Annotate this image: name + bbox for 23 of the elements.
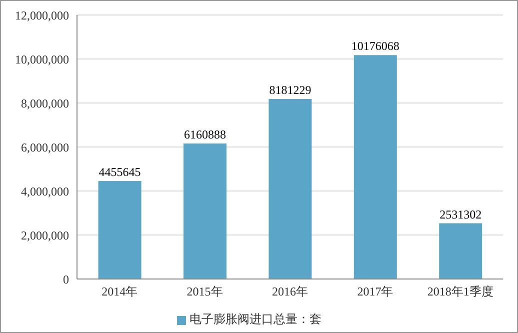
y-tick-label: 12,000,000 <box>15 8 69 22</box>
y-tick-label: 0 <box>63 272 69 286</box>
y-tick-label: 10,000,000 <box>15 52 69 66</box>
legend-label: 电子膨胀阀进口总量：套 <box>190 312 322 326</box>
x-tick-label: 2014年 <box>102 284 138 299</box>
bar <box>439 223 482 279</box>
x-tick-label: 2015年 <box>186 284 223 299</box>
y-tick-label: 4,000,000 <box>21 184 69 198</box>
data-label: 10176068 <box>351 39 400 54</box>
data-label: 6160888 <box>184 127 226 142</box>
data-label: 2531302 <box>440 207 482 222</box>
bar <box>354 55 397 279</box>
y-tick-label: 2,000,000 <box>21 228 69 242</box>
data-label: 4455645 <box>98 164 141 179</box>
y-tick-label: 8,000,000 <box>21 96 69 110</box>
x-tick-label: 2017年 <box>357 284 394 299</box>
bar <box>268 99 312 279</box>
data-label: 8181229 <box>269 83 312 98</box>
x-tick-label: 2018年1季度 <box>427 284 494 299</box>
x-tick-label: 2016年 <box>272 284 308 299</box>
y-tick-label: 6,000,000 <box>21 140 69 154</box>
bar <box>184 143 226 279</box>
bar <box>98 180 142 279</box>
